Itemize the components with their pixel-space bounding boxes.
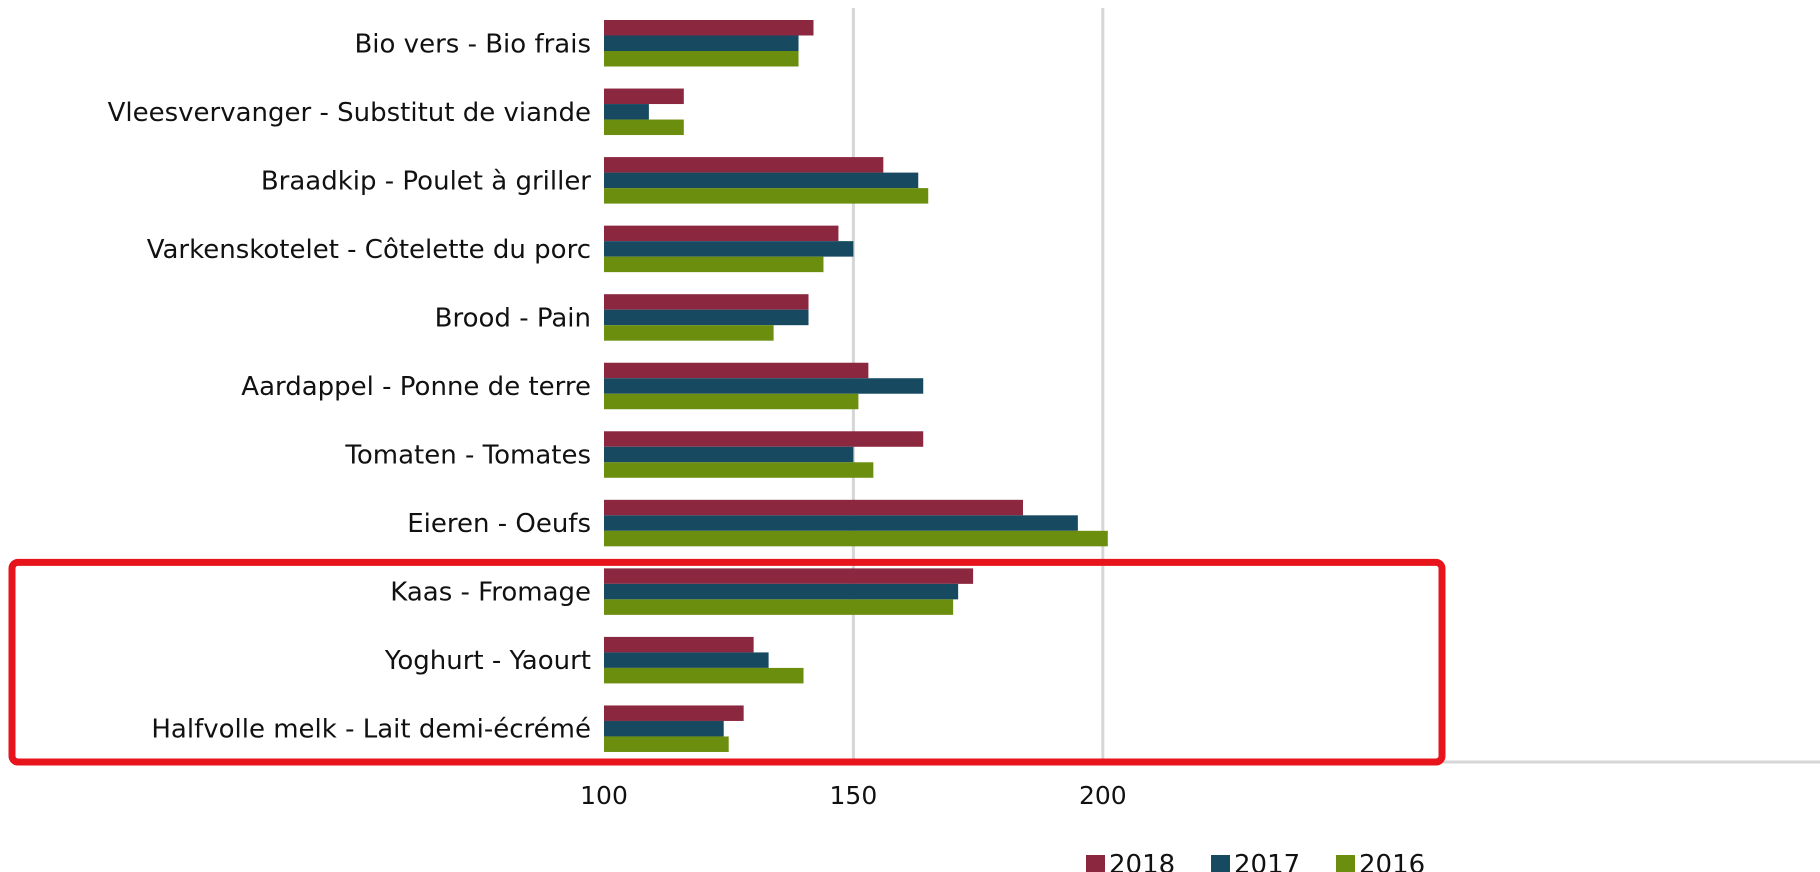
bar-2016 [604,51,799,67]
bar-2018 [604,568,974,584]
x-tick-label: 100 [580,781,628,810]
bar-2018 [604,499,1023,516]
bar-2016 [604,736,729,752]
bar-2017 [604,104,649,120]
bars [604,20,1108,752]
bar-2017 [604,172,919,189]
bar-2016 [604,256,824,273]
x-tick-labels: 100 150 200 [580,781,1127,810]
legend-label: 2017 [1234,850,1300,872]
bar-2016 [604,530,1108,547]
legend-label: 2016 [1359,850,1425,872]
highlight-box [8,558,1446,766]
bar-2017 [604,720,724,737]
category-label: Vleesvervanger - Substitut de viande [108,98,591,128]
category-label: Halfvolle melk - Lait demi-écrémé [151,715,591,745]
x-tick-label: 150 [830,781,878,810]
bar-2018 [604,225,839,242]
category-label: Kaas - Fromage [390,578,591,608]
bar-2018 [604,431,924,447]
bar-2016 [604,462,874,478]
bar-2017 [604,241,854,257]
bar-2017 [604,652,769,668]
bar-2018 [604,362,869,379]
bar-2016 [604,325,774,341]
bar-2017 [604,446,854,463]
category-label: Braadkip - Poulet à griller [261,166,591,196]
category-label: Brood - Pain [435,303,591,333]
bar-2016 [604,393,859,410]
bar-2018 [604,88,684,105]
bar-2017 [604,583,959,600]
bar-2016 [604,667,804,684]
legend-swatch-2017 [1211,855,1230,872]
bar-2016 [604,599,954,615]
category-label: Varkenskotelet - Côtelette du porc [147,235,591,265]
legend-swatch-2016 [1336,855,1355,872]
bar-2016 [604,188,929,204]
bar-2016 [604,119,684,136]
bar-2018 [604,157,884,173]
bar-2017 [604,309,809,326]
legend-swatch-2018 [1086,855,1105,872]
bar-2017 [604,35,799,51]
category-label: Aardappel - Ponne de terre [241,372,591,402]
bar-2018 [604,705,744,721]
category-label: Bio vers - Bio frais [354,29,591,59]
bar-2017 [604,378,924,394]
bar-2017 [604,515,1078,531]
bar-2018 [604,294,809,310]
category-label: Tomaten - Tomates [344,441,591,471]
category-label: Eieren - Oeufs [407,509,591,539]
category-label: Yoghurt - Yaourt [384,646,591,676]
legend-label: 2018 [1109,850,1175,872]
x-tick-label: 200 [1079,781,1127,810]
bar-2018 [604,636,754,653]
category-labels: Bio vers - Bio frais Vleesvervanger - Sub… [108,29,592,744]
legend: 2018 2017 2016 [1086,850,1425,872]
bar-2018 [604,20,814,36]
